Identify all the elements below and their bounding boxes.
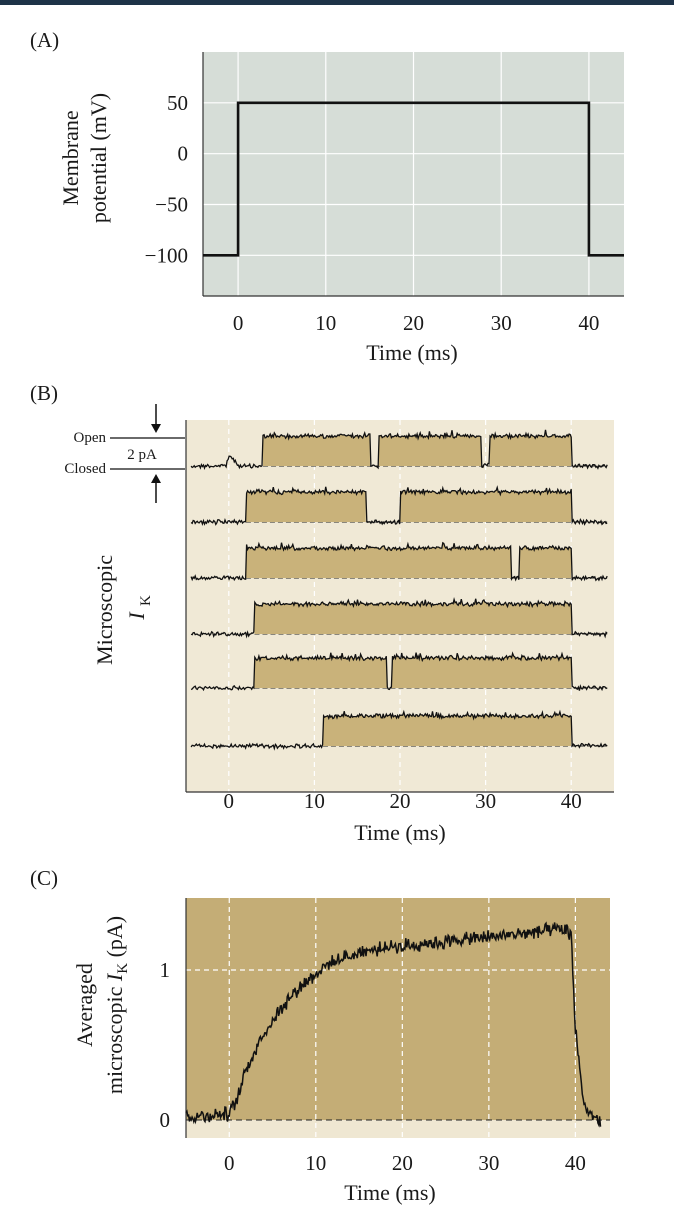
panel-a-tick-labels: 0 10 20 30 40 50 0 −50 −100: [145, 91, 600, 335]
panel-b-open-fill: [323, 711, 572, 746]
panel-b-xtick-label: 40: [561, 789, 582, 813]
panel-c-xlabel: Time (ms): [344, 1180, 435, 1205]
panel-b-label: (B): [30, 381, 58, 405]
panel-b-current-trace: [190, 541, 608, 582]
panel-c-trace: [185, 921, 602, 1128]
panel-a: (A) 0 10 20 30 40 50 0 −50 −100 Membrane potenti…: [30, 28, 624, 365]
panel-b-open-fill: [400, 487, 572, 522]
panel-b-open-fill: [391, 652, 572, 688]
panel-b-xlabel: Time (ms): [354, 820, 445, 845]
panel-a-xlabel: Time (ms): [366, 340, 457, 365]
panel-b-open-fill: [245, 486, 366, 522]
panel-b-current-trace: [190, 709, 608, 751]
panel-c-xtick-label: 0: [224, 1151, 235, 1175]
top-bar: [0, 0, 674, 5]
panel-b-open-fill: [263, 432, 370, 466]
panel-c-ylabel-line2: microscopic IK (pA): [102, 916, 131, 1094]
down-arrow-icon-head: [151, 424, 161, 433]
panel-a-ylabel-line1: Membrane: [58, 110, 83, 205]
panel-c-label: (C): [30, 866, 58, 890]
panel-c-xtick-label: 10: [305, 1151, 326, 1175]
panel-c-ylabel-line1: Averaged: [72, 963, 97, 1047]
panel-b-sweep: [190, 597, 608, 639]
panel-c-ylabel: Averaged microscopic IK (pA): [72, 916, 131, 1094]
panel-b-ylabel: Microscopic I K: [92, 555, 154, 665]
panel-b-ylabel-subscript: K: [138, 595, 154, 606]
panel-b-sweep: [190, 541, 608, 582]
panel-c-plot-area: [186, 898, 610, 1138]
panel-b-sweep: [190, 709, 608, 751]
panel-c-averaged-trace: [185, 921, 602, 1128]
panel-b-ylabel-line1: Microscopic: [92, 555, 117, 665]
panel-b-open-fill: [254, 598, 572, 634]
panel-b-scale-bar: Open Closed 2 pA: [64, 404, 185, 503]
panel-c-baseline-band: [186, 1120, 610, 1138]
panel-c-xtick-label: 30: [478, 1151, 499, 1175]
panel-b-ylabel-symbol: I: [124, 611, 149, 621]
panel-a-ylabel-line2: potential (mV): [86, 93, 111, 223]
panel-c-xtick-label: 40: [565, 1151, 586, 1175]
panel-a-ytick-label: 0: [178, 142, 189, 166]
panel-b-current-trace: [190, 429, 608, 471]
panel-a-ytick-label: −50: [155, 193, 188, 217]
amplitude-label: 2 pA: [127, 447, 157, 463]
panel-a-ytick-label: 50: [167, 91, 188, 115]
panel-c-ytick-label: 0: [160, 1108, 171, 1132]
closed-label: Closed: [64, 461, 106, 477]
panel-b-tick-labels: 0 10 20 30 40: [224, 789, 582, 813]
panel-b-current-trace: [190, 597, 608, 639]
panel-b-open-fill: [245, 542, 512, 578]
panel-b-xtick-label: 10: [304, 789, 325, 813]
panel-a-ytick-label: −100: [145, 243, 188, 267]
panel-a-grid: [202, 52, 624, 297]
panel-a-xtick-label: 10: [315, 311, 336, 335]
panel-a-label: (A): [30, 28, 59, 52]
panel-a-xtick-label: 40: [578, 311, 599, 335]
panel-b-xtick-label: 0: [224, 789, 235, 813]
panel-a-xtick-label: 0: [233, 311, 244, 335]
panel-a-xtick-label: 30: [491, 311, 512, 335]
panel-b-open-fill: [378, 430, 482, 466]
panel-b-open-fill: [519, 545, 572, 578]
panel-b-sweeps: [190, 429, 608, 751]
panel-b-xtick-label: 20: [390, 789, 411, 813]
panel-a-voltage-step: [203, 101, 624, 257]
panel-b-open-fill: [254, 652, 388, 688]
open-label: Open: [74, 430, 107, 446]
panel-a-trace: [203, 101, 624, 257]
up-arrow-icon-head: [151, 474, 161, 483]
panel-c-xtick-label: 20: [392, 1151, 413, 1175]
panel-a-xtick-label: 20: [403, 311, 424, 335]
panel-b-sweep: [190, 429, 608, 471]
panel-b-current-trace: [190, 651, 608, 692]
panel-b-sweep: [190, 485, 608, 526]
panel-b-current-trace: [190, 485, 608, 526]
panel-c-ytick-label: 1: [160, 958, 171, 982]
panel-c-grid: [185, 898, 610, 1138]
panel-b-sweep: [190, 651, 608, 692]
panel-b-xtick-label: 30: [475, 789, 496, 813]
panel-b: (B) 0 10 20 30 40 Open Closed 2 pA Microscop…: [30, 381, 614, 845]
